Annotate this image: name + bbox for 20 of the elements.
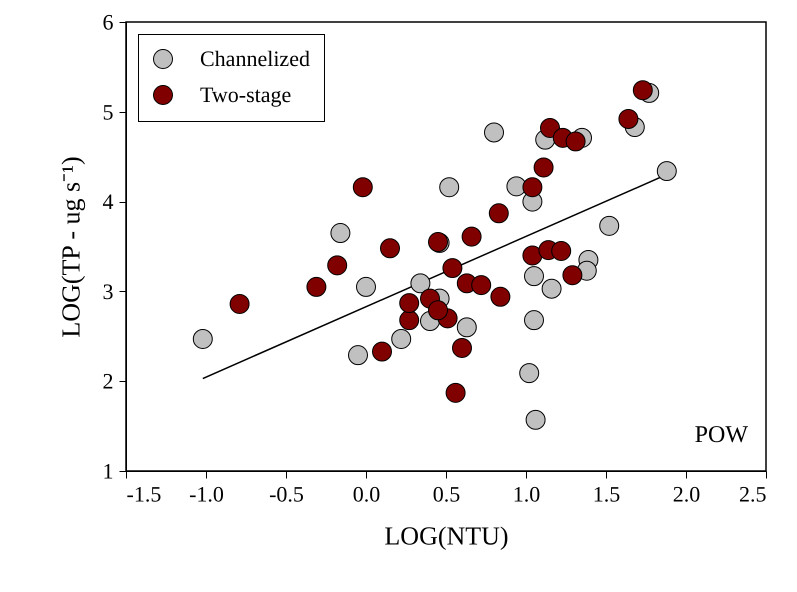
x-tick-label: -1.5: [126, 482, 162, 506]
x-tick-label: 2.0: [672, 482, 700, 506]
y-tick-label: 4: [102, 189, 114, 214]
y-tick-label: 5: [102, 99, 114, 124]
y-tick-label: 3: [102, 278, 114, 304]
legend-label: Two-stage: [200, 82, 292, 107]
x-tick-label: 0.0: [352, 482, 380, 506]
x-tick-label: 2.5: [739, 482, 766, 506]
x-tick-label: -1.0: [189, 482, 224, 506]
y-tick-label: 6: [102, 10, 114, 34]
y-tick-label: 2: [102, 368, 114, 394]
x-tick-label: 1.0: [512, 482, 540, 506]
y-axis-title: LOG(TP - ug s⁻¹): [56, 156, 86, 338]
y-tick-label: 1: [102, 458, 114, 484]
x-axis-title: LOG(NTU): [384, 522, 509, 550]
x-tick-label: -0.5: [269, 482, 304, 506]
x-tick-label: 0.5: [432, 482, 460, 506]
x-tick-label: 1.5: [592, 482, 620, 506]
legend-label: Channelized: [200, 46, 310, 71]
annotation: POW: [694, 422, 748, 448]
